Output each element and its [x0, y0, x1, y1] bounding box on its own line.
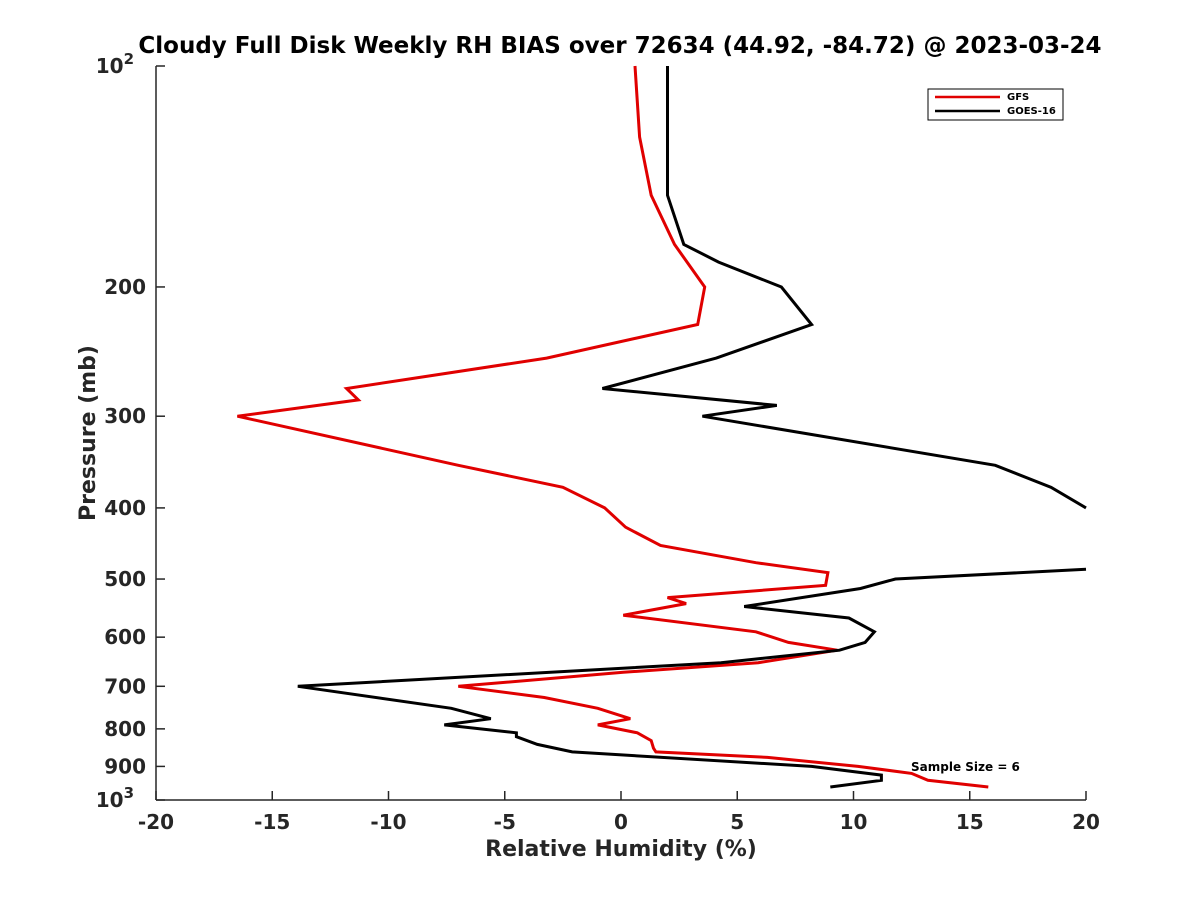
legend-label-gfs: GFS	[1007, 92, 1029, 103]
legend-label-goes-16: GOES-16	[1007, 106, 1056, 117]
x-tick-label: -5	[494, 810, 516, 834]
sample-size-annotation: Sample Size = 6	[911, 760, 1020, 774]
x-tick-label: -15	[254, 810, 290, 834]
y-tick-label: 800	[104, 717, 146, 741]
legend: GFS GOES-16	[927, 88, 1064, 121]
x-tick-label: 10	[840, 810, 868, 834]
x-ticks: -20 -15 -10 -5 0 5 10 15 20	[138, 791, 1100, 834]
series-line-gfs	[237, 65, 989, 789]
x-tick-label: -10	[370, 810, 406, 834]
x-tick-label: 5	[730, 810, 744, 834]
x-tick-label: 15	[956, 810, 984, 834]
x-axis-label: Relative Humidity (%)	[485, 837, 757, 862]
x-tick-label: 0	[614, 810, 628, 834]
y-tick-label: 700	[104, 674, 146, 698]
x-tick-label: -20	[138, 810, 174, 834]
y-tick-label: 300	[104, 404, 146, 428]
series-layer	[237, 65, 1087, 789]
y-tick-label: 400	[104, 496, 146, 520]
series-line-goes-16	[297, 66, 1087, 789]
y-tick-label: 200	[104, 275, 146, 299]
y-tick-label: 600	[104, 625, 146, 649]
x-tick-label: 20	[1072, 810, 1100, 834]
chart-title: Cloudy Full Disk Weekly RH BIAS over 726…	[138, 33, 1101, 59]
legend-box	[927, 88, 1064, 121]
plot-background	[156, 66, 1086, 800]
y-tick-label: 500	[104, 567, 146, 591]
y-tick-label: 900	[104, 754, 146, 778]
plot-area: -20 -15 -10 -5 0 5 10 15 20 10220030040050060070…	[96, 50, 1100, 834]
y-axis-label: Pressure (mb)	[76, 345, 101, 521]
